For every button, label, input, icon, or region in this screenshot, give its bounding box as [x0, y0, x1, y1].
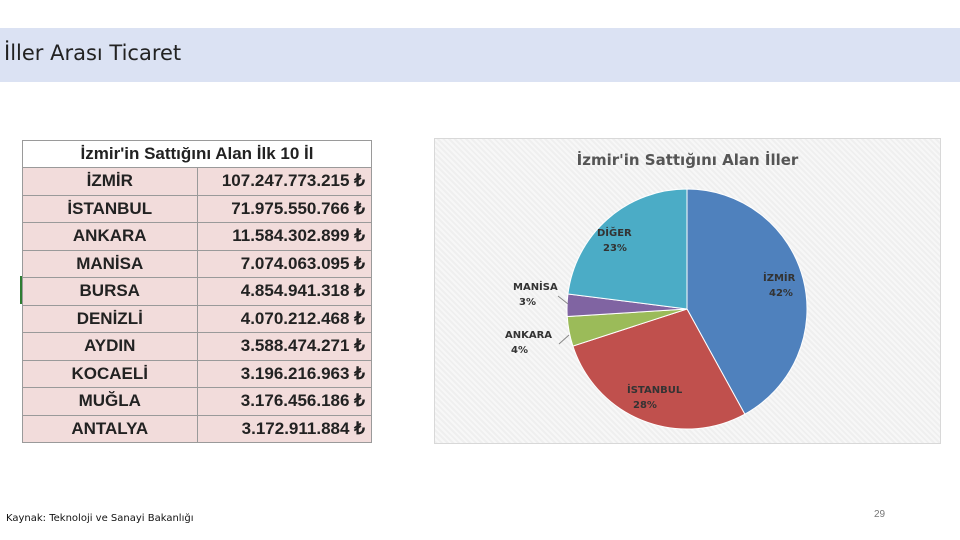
slice-label: DİĞER — [597, 225, 632, 239]
table-cell-city: İSTANBUL — [22, 194, 198, 223]
pie-slice-di̇ğer — [567, 188, 688, 310]
table-cell-city: İZMİR — [22, 167, 198, 196]
page-title: İller Arası Ticaret — [4, 41, 182, 65]
table-cell-value: 71.975.550.766 ₺ — [196, 194, 372, 223]
table-cell-value: 11.584.302.899 ₺ — [196, 222, 372, 251]
slice-percent: 3% — [519, 297, 536, 308]
table-row: BURSA 4.854.941.318 ₺ — [22, 277, 372, 306]
slice-label: ANKARA — [505, 330, 552, 341]
table-cell-value: 4.854.941.318 ₺ — [196, 277, 372, 306]
table-cell-value: 3.172.911.884 ₺ — [196, 414, 372, 443]
table-cell-city: MANİSA — [22, 249, 198, 278]
table-title: İzmir'in Sattığını Alan İlk 10 İl — [22, 140, 372, 168]
pie-chart-panel: İzmir'in Sattığını Alan İller İZMİR 42% İS… — [434, 138, 941, 444]
pie-chart: İZMİR 42% İSTANBUL 28% ANKARA 4% MANİSA 3% DİĞER… — [505, 188, 808, 430]
table-cell-value: 3.588.474.271 ₺ — [196, 332, 372, 361]
table-cell-city: AYDIN — [22, 332, 198, 361]
slice-label: MANİSA — [513, 279, 558, 293]
table-cell-city: ANTALYA — [22, 414, 198, 443]
table-row: KOCAELİ 3.196.216.963 ₺ — [22, 359, 372, 388]
table-row: İZMİR 107.247.773.215 ₺ — [22, 167, 372, 196]
table-row: MANİSA 7.074.063.095 ₺ — [22, 249, 372, 278]
leader-line — [557, 295, 569, 305]
table-row: ANKARA 11.584.302.899 ₺ — [22, 222, 372, 251]
page-number: 29 — [874, 509, 886, 520]
table-row: AYDIN 3.588.474.271 ₺ — [22, 332, 372, 361]
table-row: MUĞLA 3.176.456.186 ₺ — [22, 387, 372, 416]
slice-percent: 4% — [511, 345, 528, 356]
chart-title: İzmir'in Sattığını Alan İller — [576, 151, 799, 169]
table-row: İSTANBUL 71.975.550.766 ₺ — [22, 194, 372, 223]
slice-percent: 23% — [603, 243, 627, 254]
table-cell-value: 3.176.456.186 ₺ — [196, 387, 372, 416]
table-cell-city: KOCAELİ — [22, 359, 198, 388]
table-cell-city: DENİZLİ — [22, 304, 198, 333]
table-cell-value: 107.247.773.215 ₺ — [196, 167, 372, 196]
pie-slice-i̇stanbul — [572, 308, 746, 430]
table-cell-city: BURSA — [22, 277, 198, 306]
table-row: ANTALYA 3.172.911.884 ₺ — [22, 414, 372, 443]
header-bar: İller Arası Ticaret — [0, 28, 960, 82]
slice-percent: 28% — [633, 400, 657, 411]
slice-percent: 42% — [769, 288, 793, 299]
top-cities-table: İzmir'in Sattığını Alan İlk 10 İl İZMİR 1… — [22, 140, 372, 443]
source-note: Kaynak: Teknoloji ve Sanayi Bakanlığı — [6, 513, 194, 524]
table-cell-city: ANKARA — [22, 222, 198, 251]
selection-marker — [20, 276, 22, 304]
leader-line — [558, 334, 570, 345]
table-cell-city: MUĞLA — [22, 387, 198, 416]
slice-label: İZMİR — [763, 270, 796, 284]
table-cell-value: 3.196.216.963 ₺ — [196, 359, 372, 388]
table-cell-value: 4.070.212.468 ₺ — [196, 304, 372, 333]
table-cell-value: 7.074.063.095 ₺ — [196, 249, 372, 278]
slice-label: İSTANBUL — [627, 382, 683, 396]
pie-slice-i̇zmi̇r — [686, 188, 808, 415]
table-row: DENİZLİ 4.070.212.468 ₺ — [22, 304, 372, 333]
